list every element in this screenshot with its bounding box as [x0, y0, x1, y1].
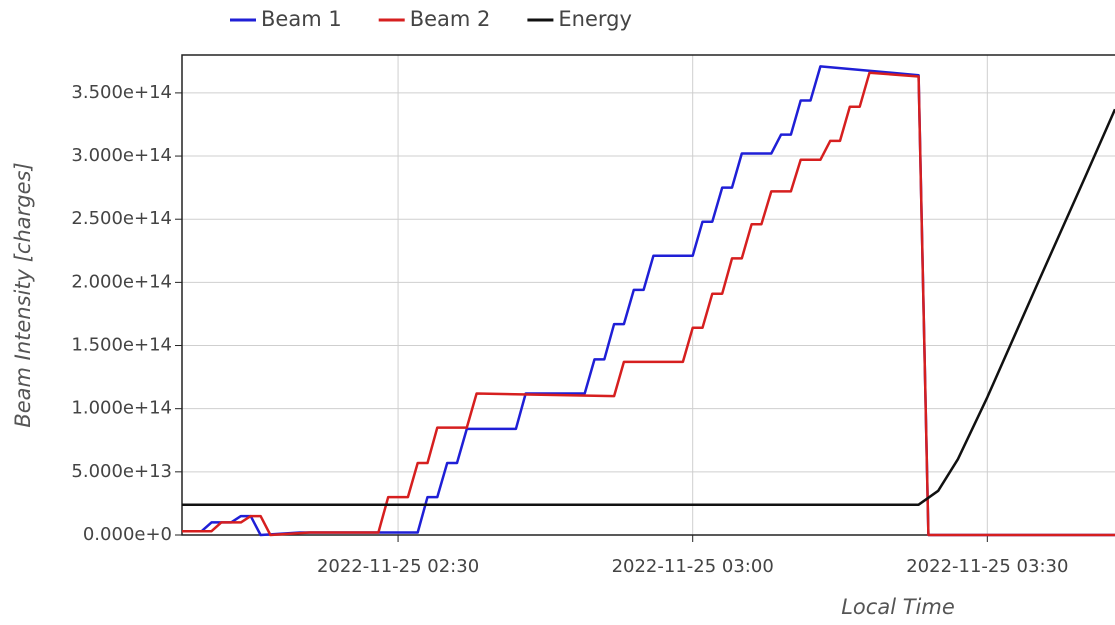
plot-frame	[181, 54, 1115, 536]
x-tick-label: 2022-11-25 03:00	[612, 556, 774, 577]
y-tick-label: 1.500e+14	[71, 335, 172, 356]
y-tick-label: 0.000e+0	[83, 524, 172, 545]
y-tick-label: 2.000e+14	[71, 271, 172, 292]
x-axis-title: Local Time	[841, 595, 955, 619]
x-tick-label: 2022-11-25 02:30	[317, 556, 479, 577]
series-line	[182, 108, 1115, 506]
y-axis-title: Beam Intensity [charges]	[11, 162, 35, 427]
y-tick-label: 1.000e+14	[71, 398, 172, 419]
y-tick-label: 3.000e+14	[71, 145, 172, 166]
y-tick-label: 5.000e+13	[71, 461, 172, 482]
series-line	[182, 65, 1115, 537]
legend-label: Beam 1	[261, 7, 342, 31]
x-tick-label: 2022-11-25 03:30	[906, 556, 1068, 577]
legend-label: Energy	[558, 7, 632, 31]
series-line	[182, 71, 1115, 537]
y-tick-label: 3.500e+14	[71, 82, 172, 103]
y-tick-label: 2.500e+14	[71, 208, 172, 229]
legend-label: Beam 2	[410, 7, 491, 31]
